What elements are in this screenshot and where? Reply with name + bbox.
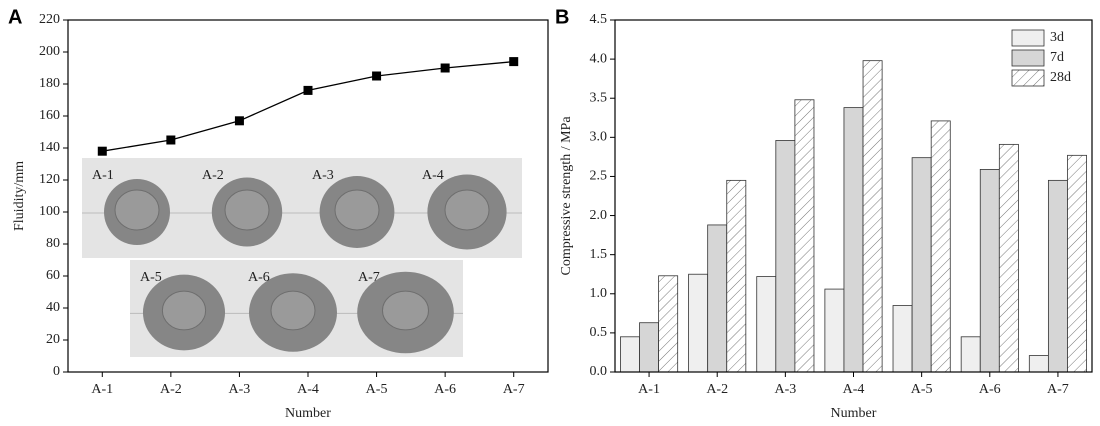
inset-sample-center xyxy=(270,290,316,331)
y-tick-label: 200 xyxy=(39,44,60,59)
x-tick-label: A-7 xyxy=(503,382,525,397)
x-tick-label: A-4 xyxy=(843,382,865,397)
bar xyxy=(843,107,864,373)
y-tick-label: 40 xyxy=(46,300,60,315)
legend-swatch xyxy=(1011,29,1045,47)
y-tick-label: 0.5 xyxy=(590,325,608,340)
y-tick-label: 0 xyxy=(53,364,60,379)
inset-label: A-2 xyxy=(202,168,224,183)
x-tick-label: A-6 xyxy=(434,382,456,397)
legend-label: 28d xyxy=(1050,70,1071,85)
y-tick-label: 160 xyxy=(39,108,60,123)
inset-sample-center xyxy=(382,290,429,331)
data-point xyxy=(372,71,382,81)
data-point xyxy=(97,146,107,156)
y-tick-label: 60 xyxy=(46,268,60,283)
y-tick-label: 2.5 xyxy=(590,169,608,184)
y-tick-label: 120 xyxy=(39,172,60,187)
bar xyxy=(658,275,679,373)
inset-label: A-3 xyxy=(312,168,334,183)
plot-frame xyxy=(614,19,1093,373)
x-axis-label: Number xyxy=(285,406,331,421)
bar xyxy=(1067,154,1087,373)
y-axis-label: Compressive strength / MPa xyxy=(559,116,574,276)
x-tick-label: A-5 xyxy=(911,382,933,397)
panel-label: B xyxy=(555,6,569,28)
bar xyxy=(756,276,777,373)
legend-label: 3d xyxy=(1050,30,1064,45)
bar xyxy=(960,336,981,373)
x-tick-label: A-1 xyxy=(91,382,113,397)
data-point xyxy=(303,85,313,95)
inset-sample-center xyxy=(444,189,490,231)
y-tick-label: 3.0 xyxy=(590,130,608,145)
bar xyxy=(892,305,913,373)
data-point xyxy=(234,116,244,126)
y-tick-label: 1.5 xyxy=(590,247,608,262)
inset-sample-center xyxy=(114,189,160,231)
bar xyxy=(794,99,815,373)
bar xyxy=(930,120,951,373)
bar xyxy=(639,322,660,373)
bar xyxy=(824,288,845,373)
data-point xyxy=(509,57,519,67)
x-tick-label: A-6 xyxy=(979,382,1001,397)
x-tick-label: A-4 xyxy=(297,382,319,397)
y-tick-label: 180 xyxy=(39,76,60,91)
panel-label: A xyxy=(8,6,22,28)
bar xyxy=(620,336,640,373)
x-tick-label: A-2 xyxy=(160,382,182,397)
inset-label: A-7 xyxy=(358,270,380,285)
x-tick-label: A-2 xyxy=(706,382,728,397)
inset-sample-center xyxy=(161,290,207,331)
bar xyxy=(1028,355,1049,373)
x-tick-label: A-5 xyxy=(366,382,388,397)
inset-sample-center xyxy=(224,189,270,231)
bar xyxy=(707,224,728,373)
plot-frame xyxy=(67,19,549,373)
y-axis-label: Fluidity/mm xyxy=(12,161,27,231)
y-tick-label: 2.0 xyxy=(590,208,608,223)
data-line xyxy=(102,60,514,152)
legend-swatch xyxy=(1011,69,1045,87)
y-tick-label: 4.0 xyxy=(590,51,608,66)
bar xyxy=(1047,179,1068,373)
inset-sample-center xyxy=(334,189,380,231)
bar xyxy=(775,140,796,373)
bar xyxy=(998,143,1019,373)
x-tick-label: A-3 xyxy=(229,382,251,397)
inset-label: A-1 xyxy=(92,168,114,183)
y-tick-label: 1.0 xyxy=(590,286,608,301)
bar xyxy=(688,273,709,373)
inset-label: A-5 xyxy=(140,270,162,285)
bar xyxy=(979,169,1000,373)
bar xyxy=(726,179,747,373)
y-tick-label: 80 xyxy=(46,236,60,251)
bar xyxy=(911,157,932,373)
y-tick-label: 100 xyxy=(39,204,60,219)
x-tick-label: A-1 xyxy=(638,382,660,397)
x-tick-label: A-3 xyxy=(774,382,796,397)
y-tick-label: 0.0 xyxy=(590,364,608,379)
legend-label: 7d xyxy=(1050,50,1064,65)
inset-label: A-6 xyxy=(248,270,270,285)
y-tick-label: 140 xyxy=(39,140,60,155)
inset-label: A-4 xyxy=(422,168,444,183)
data-point xyxy=(166,135,176,145)
y-tick-label: 20 xyxy=(46,332,60,347)
y-tick-label: 3.5 xyxy=(590,90,608,105)
bar xyxy=(862,60,883,373)
x-axis-label: Number xyxy=(831,406,877,421)
legend-swatch xyxy=(1011,49,1045,67)
x-tick-label: A-7 xyxy=(1047,382,1069,397)
data-point xyxy=(440,63,450,73)
y-tick-label: 4.5 xyxy=(590,12,608,27)
y-tick-label: 220 xyxy=(39,12,60,27)
